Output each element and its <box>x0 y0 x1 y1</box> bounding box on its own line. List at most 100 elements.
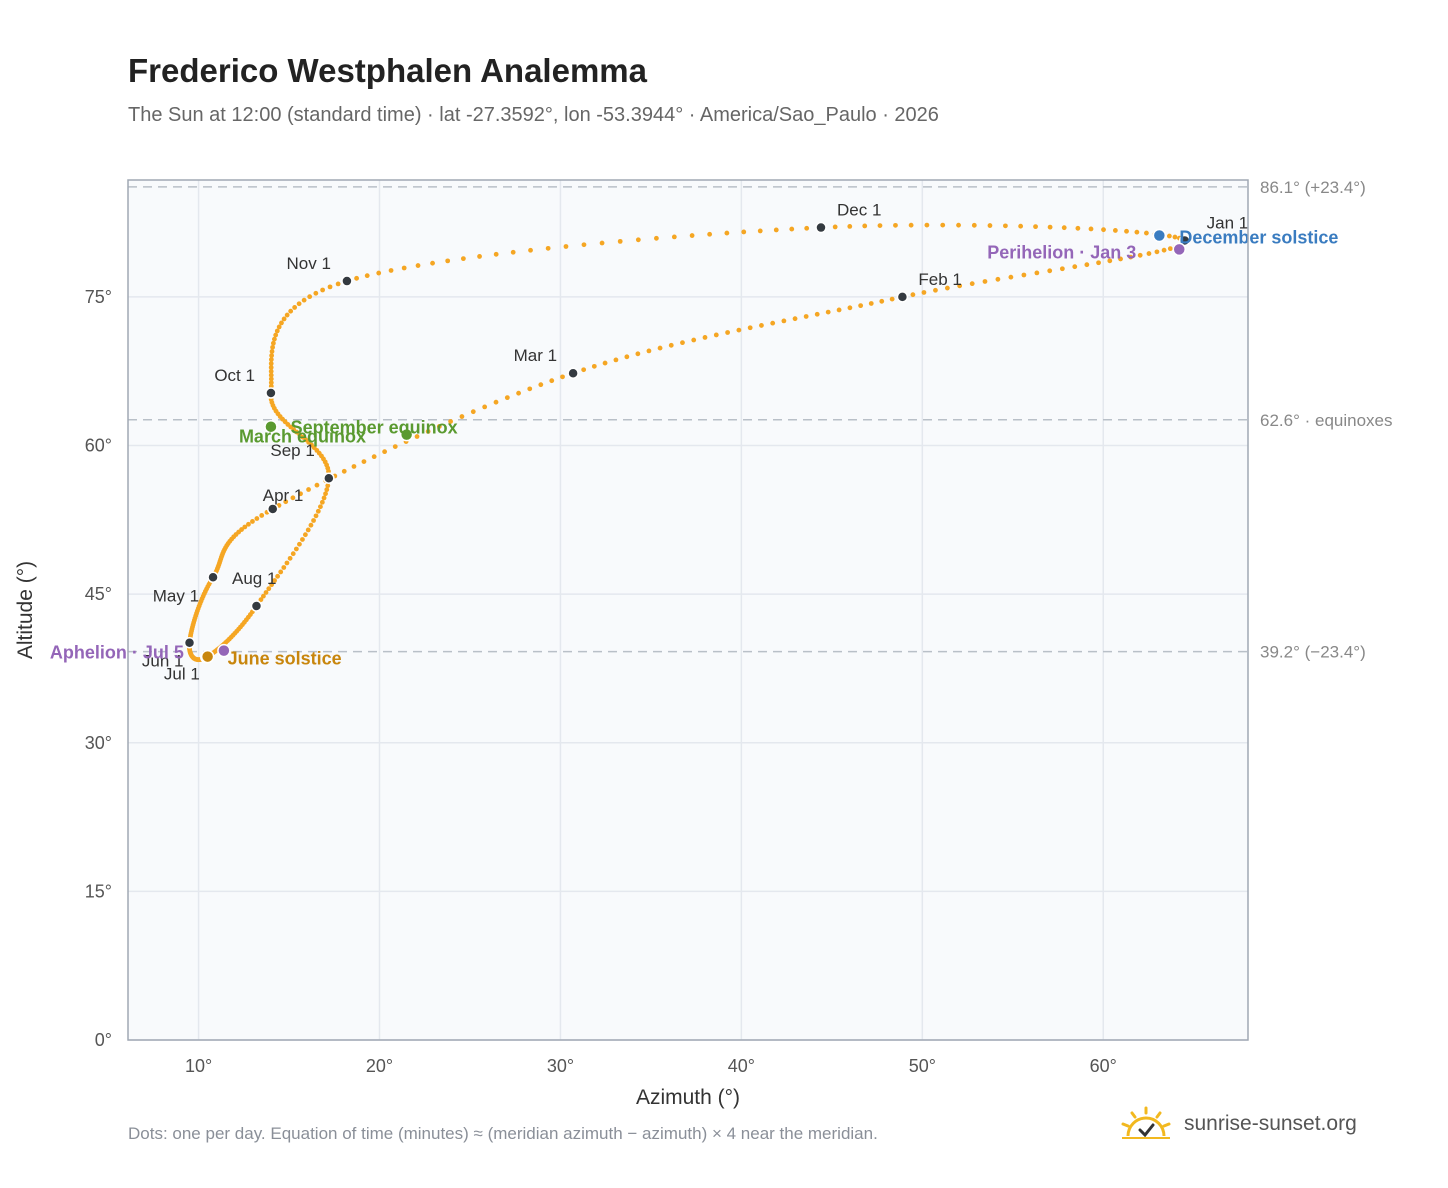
month-label-11: Dec 1 <box>837 201 881 220</box>
day-dot-352 <box>1134 229 1140 235</box>
day-dot-316 <box>581 242 587 248</box>
day-dot-280 <box>269 353 275 358</box>
day-dot-70 <box>459 414 465 419</box>
day-dot-71 <box>448 419 454 424</box>
day-dot-221 <box>284 560 290 566</box>
day-dot-25 <box>957 283 963 289</box>
day-dot-36 <box>836 307 842 313</box>
x-tick-label-5: 60° <box>1090 1056 1117 1076</box>
event-marker-3 <box>1152 228 1167 243</box>
day-dot-228 <box>305 527 311 533</box>
y-axis-title: Altitude (°) <box>14 561 37 659</box>
day-dot-351 <box>1124 228 1129 234</box>
day-dot-27 <box>933 287 938 293</box>
day-dot-291 <box>288 308 294 314</box>
x-axis-title: Azimuth (°) <box>636 1086 740 1109</box>
month-label-6: Jul 1 <box>164 665 200 684</box>
day-dot-274 <box>268 376 274 382</box>
brand-name: sunrise-sunset.org <box>1184 1112 1357 1135</box>
day-dot-17 <box>1059 266 1065 272</box>
day-dot-313 <box>528 247 533 253</box>
day-dot-357 <box>1172 234 1178 240</box>
day-dot-63 <box>538 382 544 388</box>
day-dot-88 <box>283 499 289 505</box>
day-dot-278 <box>268 361 274 366</box>
brand[interactable]: sunrise-sunset.org <box>1120 1102 1357 1146</box>
day-dot-33 <box>868 301 874 306</box>
y-tick-label-3: 45° <box>85 584 112 604</box>
day-dot-79 <box>361 459 367 464</box>
day-dot-332 <box>847 223 853 229</box>
day-dot-299 <box>335 281 341 287</box>
day-dot-78 <box>371 454 377 460</box>
reference-label-2: 39.2° (−23.4°) <box>1260 643 1366 662</box>
month-label-7: Aug 1 <box>232 569 276 588</box>
day-dot-226 <box>300 537 305 542</box>
day-dot-281 <box>269 349 275 354</box>
day-dot-220 <box>281 565 287 570</box>
day-dot-227 <box>302 532 308 538</box>
day-dot-321 <box>671 234 677 240</box>
day-dot-223 <box>290 551 296 557</box>
day-dot-10 <box>1137 252 1143 258</box>
day-dot-305 <box>401 265 407 271</box>
day-dot-48 <box>702 335 708 340</box>
month-label-8: Sep 1 <box>270 441 314 460</box>
day-dot-238 <box>325 483 331 489</box>
day-dot-339 <box>956 222 961 228</box>
day-dot-335 <box>893 222 898 228</box>
day-dot-295 <box>307 294 313 300</box>
day-dot-234 <box>319 499 325 505</box>
day-dot-217 <box>272 578 277 583</box>
y-tick-label-0: 0° <box>95 1030 112 1050</box>
day-dot-47 <box>713 332 719 338</box>
day-dot-44 <box>747 325 753 331</box>
chart-subtitle: The Sun at 12:00 (standard time) · lat -… <box>128 104 939 126</box>
day-dot-277 <box>268 365 274 370</box>
day-dot-307 <box>430 260 435 266</box>
day-dot-73 <box>425 429 431 434</box>
day-dot-21 <box>1008 274 1014 280</box>
day-dot-317 <box>599 240 605 246</box>
day-dot-57 <box>602 360 608 366</box>
day-dot-297 <box>320 287 326 293</box>
day-dot-273 <box>268 380 274 386</box>
day-dot-58 <box>591 363 597 369</box>
day-dot-96 <box>242 524 248 530</box>
month-label-3: Apr 1 <box>263 486 304 505</box>
y-tick-label-5: 75° <box>85 287 112 307</box>
day-dot-53 <box>646 348 652 354</box>
day-dot-76 <box>392 444 398 450</box>
day-dot-311 <box>493 251 499 257</box>
day-dot-353 <box>1144 230 1149 236</box>
month-label-9: Oct 1 <box>214 366 255 385</box>
day-dot-275 <box>268 372 274 378</box>
month-marker-2 <box>567 367 579 379</box>
day-dot-331 <box>832 224 838 230</box>
day-dot-301 <box>354 275 359 281</box>
y-axis-ticks: 0° 15° 30° 45° 60° 75° <box>85 287 112 1050</box>
month-marker-7 <box>250 600 263 612</box>
day-dot-46 <box>725 330 730 335</box>
x-tick-label-0: 10° <box>185 1056 212 1076</box>
day-dot-320 <box>654 235 659 241</box>
day-dot-34 <box>858 303 864 309</box>
day-dot-6 <box>1167 246 1173 252</box>
day-dot-216 <box>269 582 275 588</box>
day-dot-14 <box>1096 260 1101 266</box>
day-dot-344 <box>1033 224 1038 230</box>
event-label-3: December solstice <box>1179 227 1338 247</box>
month-label-0: Jan 1 <box>1207 213 1249 232</box>
day-dot-19 <box>1034 270 1040 276</box>
reference-label-1: 62.6° · equinoxes <box>1260 411 1393 430</box>
day-dot-340 <box>971 222 977 228</box>
day-dot-318 <box>617 238 623 244</box>
day-dot-11 <box>1128 254 1134 260</box>
day-dot-87 <box>290 495 296 501</box>
day-dot-303 <box>376 270 382 276</box>
day-dot-31 <box>889 296 895 302</box>
y-tick-label-4: 60° <box>85 436 112 456</box>
day-dot-338 <box>940 222 946 228</box>
